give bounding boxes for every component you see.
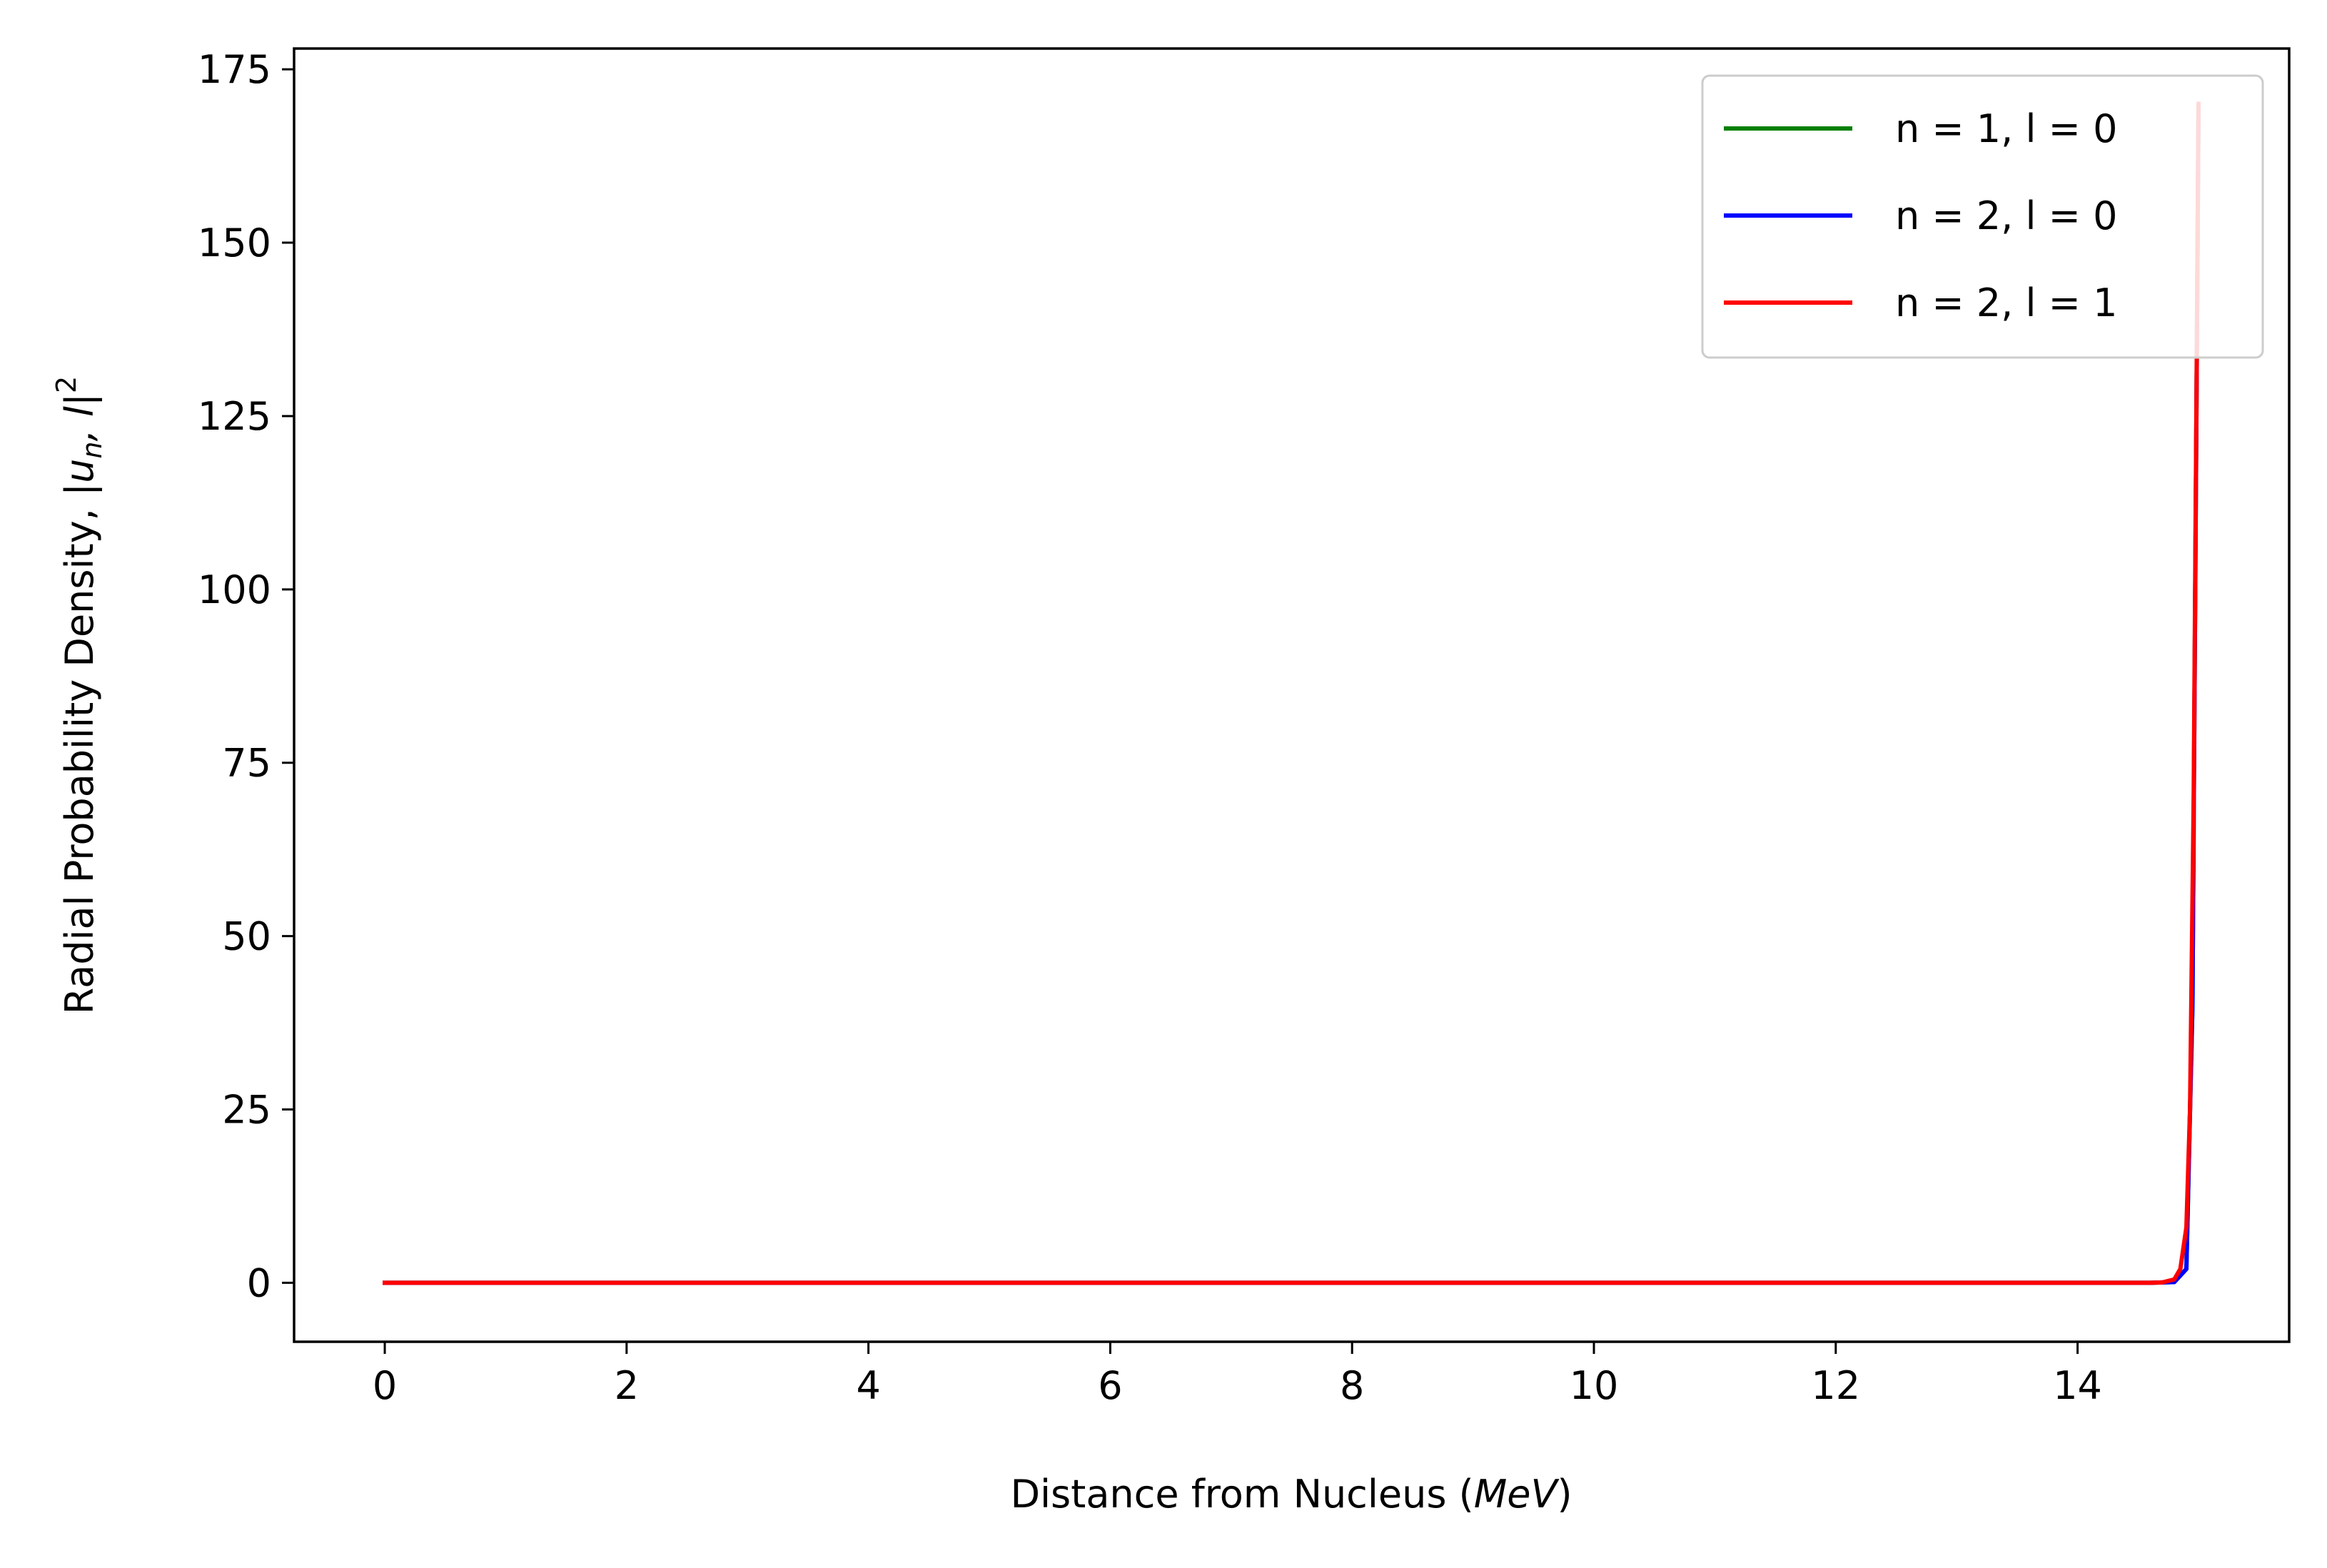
plot-area-frame — [293, 47, 2291, 1343]
x-tick-label: 14 — [2053, 1363, 2102, 1408]
y-axis: 0 25 50 75 100 125 150 175 — [198, 47, 294, 1305]
series-line-3 — [383, 101, 2201, 1285]
legend-box — [1701, 74, 2264, 359]
y-tick-label: 50 — [222, 914, 271, 959]
legend-label-3: n = 2, l = 1 — [1895, 280, 2117, 325]
x-axis: 0 2 4 6 8 10 12 14 — [373, 1342, 2102, 1408]
x-tick-label: 6 — [1098, 1363, 1122, 1408]
x-tick-label: 8 — [1340, 1363, 1364, 1408]
y-tick-label: 100 — [198, 567, 271, 612]
series-layer — [383, 101, 2201, 1285]
x-axis-label: Distance from Nucleus (MeV) — [1010, 1472, 1572, 1517]
legend-label-2: n = 2, l = 0 — [1895, 193, 2117, 238]
y-tick-label: 75 — [222, 741, 271, 786]
y-tick-label: 0 — [247, 1260, 271, 1305]
y-tick-label: 125 — [198, 394, 271, 439]
y-tick-label: 150 — [198, 221, 271, 265]
y-tick-label: 175 — [198, 47, 271, 92]
x-tick-label: 4 — [856, 1363, 880, 1408]
legend-label-1: n = 1, l = 0 — [1895, 106, 2117, 151]
y-tick-label: 25 — [222, 1088, 271, 1133]
x-tick-label: 10 — [1570, 1363, 1619, 1408]
x-tick-label: 12 — [1811, 1363, 1860, 1408]
y-axis-label: Radial Probability Density, |un, l|2 — [51, 376, 108, 1014]
x-tick-label: 2 — [615, 1363, 639, 1408]
legend: n = 1, l = 0 n = 2, l = 0 n = 2, l = 1 — [1701, 74, 2264, 359]
x-tick-label: 0 — [373, 1363, 397, 1408]
